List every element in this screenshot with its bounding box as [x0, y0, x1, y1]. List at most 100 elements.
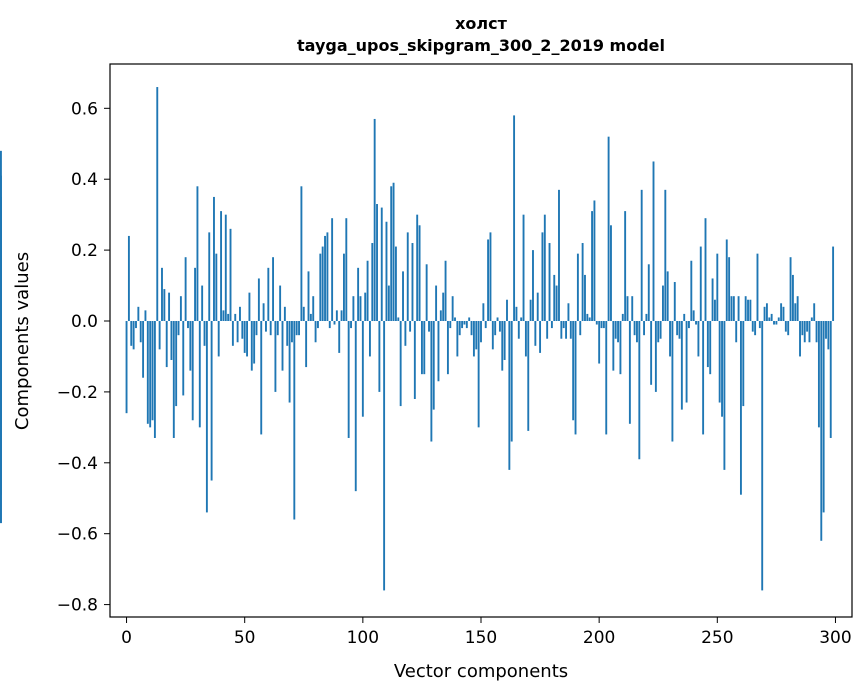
bar	[203, 321, 206, 346]
bar	[132, 321, 135, 350]
bar	[158, 321, 161, 350]
bar	[612, 321, 615, 371]
bar	[813, 303, 816, 321]
bar	[602, 321, 605, 329]
bar	[714, 299, 716, 321]
bar	[165, 321, 168, 368]
bar	[480, 321, 482, 343]
bar	[276, 321, 279, 336]
bar	[669, 321, 671, 357]
bar	[614, 321, 617, 339]
bar	[385, 221, 388, 322]
bar	[739, 321, 742, 495]
bar	[780, 303, 783, 321]
bar	[179, 296, 182, 321]
bar	[761, 321, 764, 591]
bar	[0, 321, 2, 524]
bar	[409, 321, 412, 332]
bar	[312, 296, 315, 321]
bar	[435, 285, 438, 321]
bar	[361, 321, 364, 417]
x-tick-label: 50	[234, 628, 256, 648]
bar	[784, 321, 787, 332]
bar	[399, 321, 402, 407]
bar	[787, 321, 790, 336]
bar	[163, 289, 166, 321]
bar	[217, 321, 220, 357]
bar	[593, 200, 596, 322]
bar	[376, 204, 378, 321]
bar	[799, 321, 801, 357]
bar	[711, 278, 714, 321]
bar	[560, 321, 563, 339]
bar	[633, 321, 636, 336]
bar	[413, 321, 416, 399]
bar	[172, 321, 175, 438]
bar	[482, 303, 485, 321]
bar	[220, 211, 223, 321]
bar	[501, 321, 504, 371]
bar	[255, 321, 258, 336]
bar	[213, 196, 215, 321]
bar	[574, 321, 577, 435]
x-tick-label: 200	[583, 628, 615, 648]
bar	[744, 296, 747, 321]
bar	[586, 313, 589, 321]
bar	[513, 115, 516, 322]
bar	[494, 321, 497, 336]
ticks-group: 0 50 100 150 200 250 300 −0.8 −0.6 −0.4 −0.2 0.0 0.2…	[57, 99, 852, 648]
bar	[706, 321, 709, 368]
y-tick-label: 0.0	[71, 312, 98, 332]
bar	[808, 321, 811, 343]
bar	[248, 292, 251, 321]
bar	[283, 306, 286, 321]
bar	[340, 310, 343, 321]
bar	[683, 313, 686, 321]
bar	[503, 321, 506, 360]
bar	[468, 317, 471, 321]
bar	[659, 321, 662, 339]
bar	[298, 321, 300, 336]
bar	[359, 296, 362, 321]
bar	[709, 321, 712, 375]
bar	[198, 321, 201, 428]
bar	[770, 313, 773, 321]
bar	[215, 253, 218, 321]
bar	[565, 321, 568, 339]
bar	[430, 321, 433, 442]
bar	[475, 321, 478, 350]
bar	[338, 321, 341, 353]
bar	[765, 303, 768, 321]
bar	[605, 321, 608, 435]
x-axis-label: Vector components	[394, 661, 568, 682]
bar	[685, 321, 688, 403]
bar	[281, 321, 284, 371]
bar	[156, 87, 159, 321]
bar	[662, 285, 664, 321]
bar	[829, 321, 832, 438]
y-tick-label: 0.4	[71, 170, 98, 190]
bar	[250, 321, 253, 371]
bar	[0, 196, 2, 321]
bar	[664, 189, 667, 321]
bar	[241, 321, 244, 339]
bar	[307, 271, 310, 322]
bar	[335, 310, 338, 321]
bar	[636, 321, 638, 343]
bar	[728, 257, 731, 322]
bar	[449, 321, 452, 329]
x-tick-label: 300	[819, 628, 851, 648]
bar	[695, 321, 697, 325]
bar	[654, 321, 657, 392]
bar	[697, 321, 700, 357]
bar	[595, 321, 598, 325]
x-tick-label: 250	[701, 628, 733, 648]
plot-frame	[109, 63, 853, 618]
bar	[477, 321, 480, 428]
bar	[196, 186, 199, 322]
bar	[153, 321, 156, 438]
bar	[548, 243, 551, 322]
bar	[773, 321, 775, 325]
bar	[319, 253, 322, 321]
